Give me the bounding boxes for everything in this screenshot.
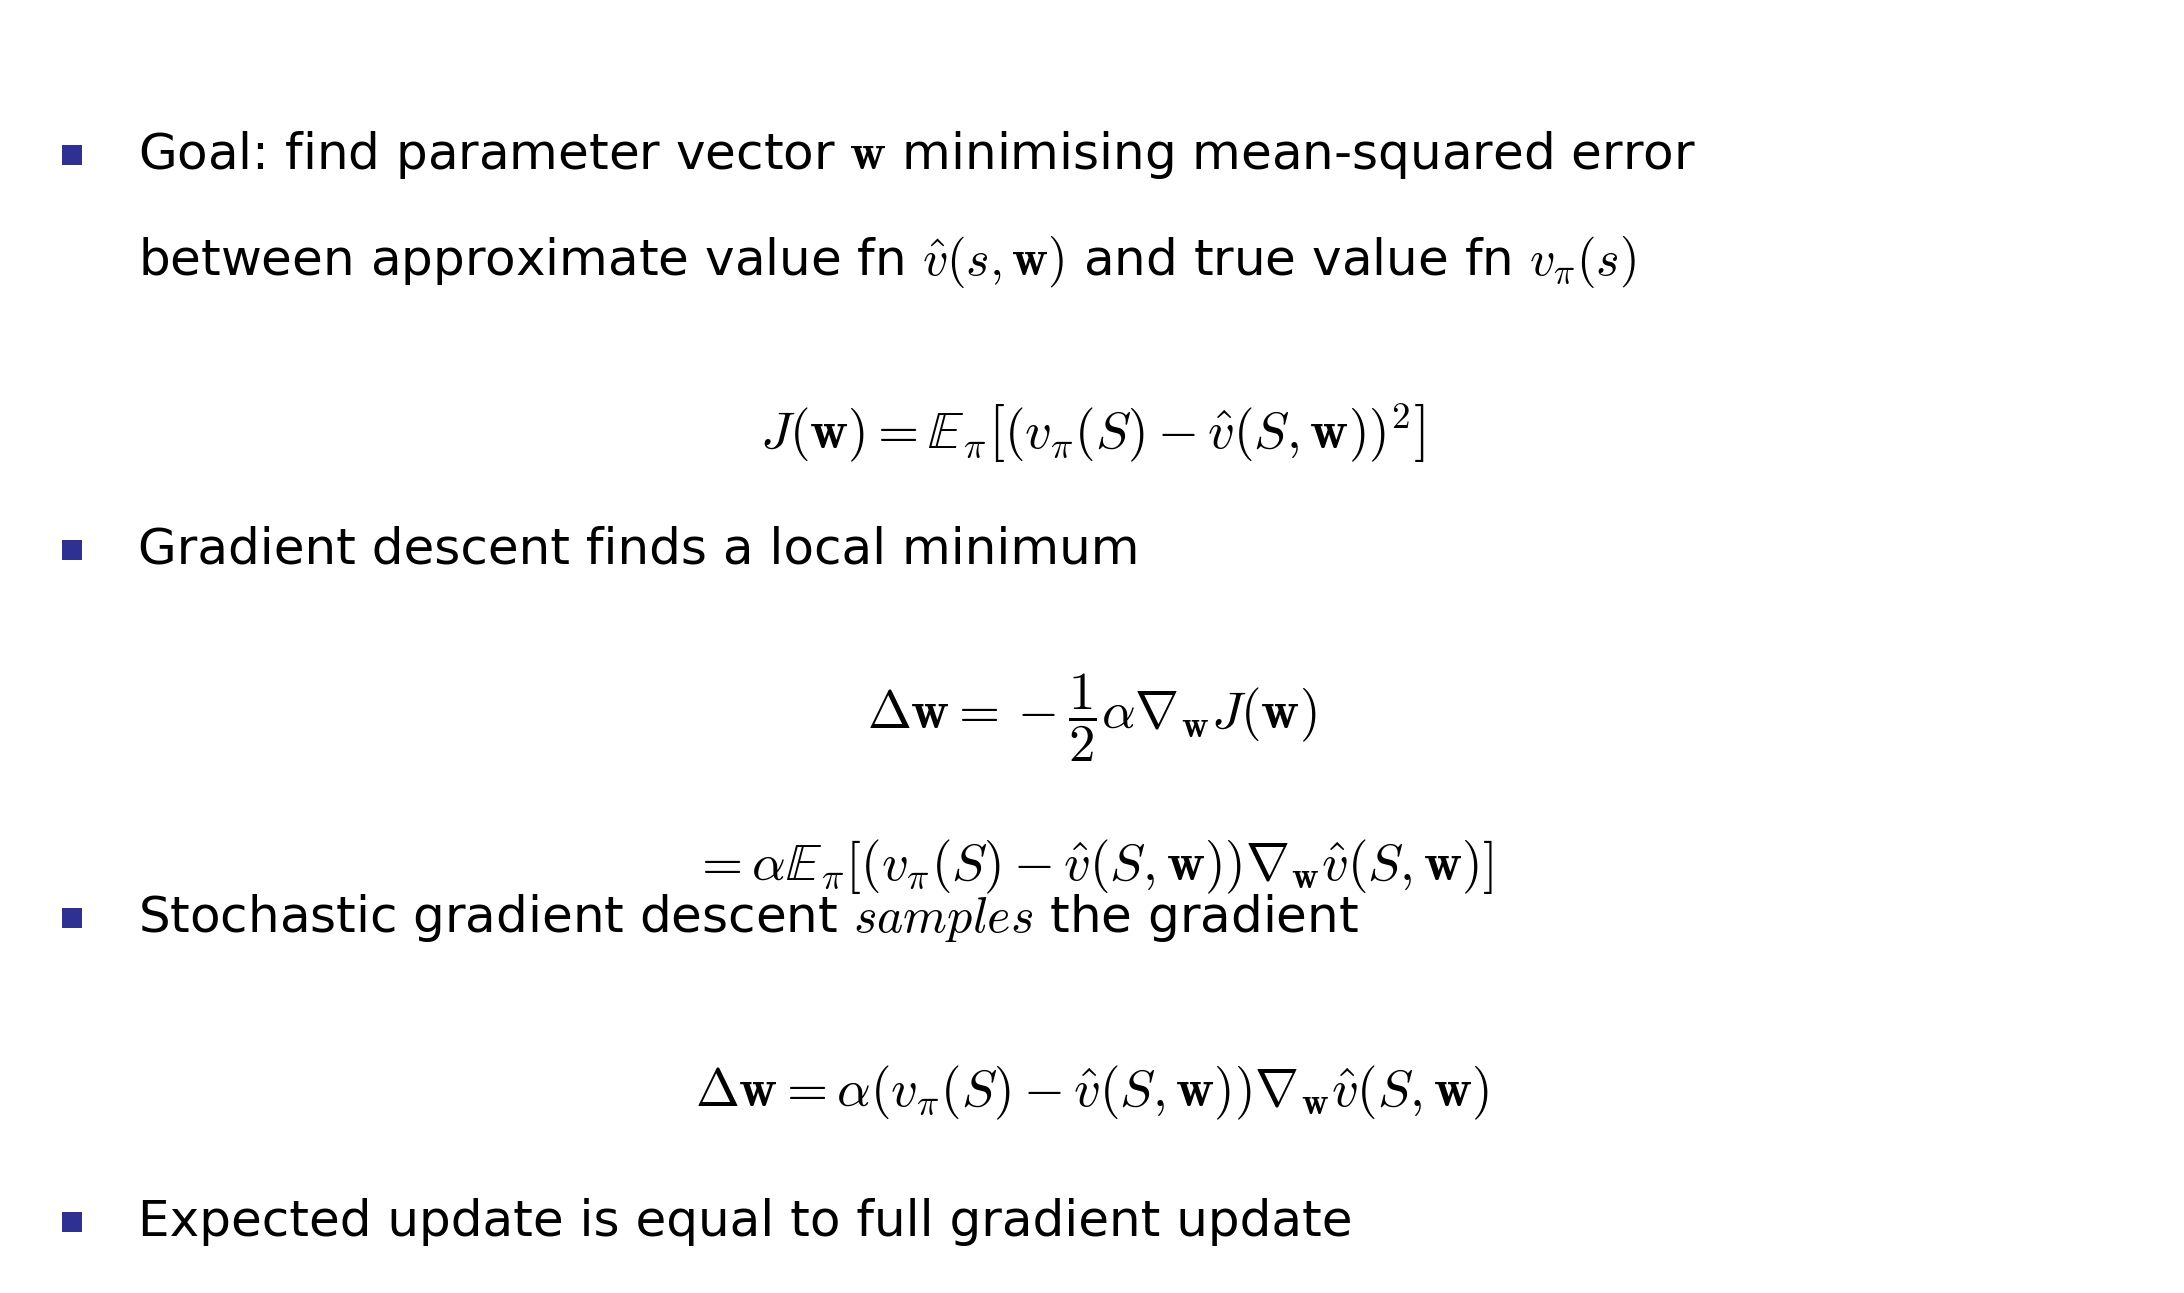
Text: $= \alpha\mathbb{E}_{\pi}\left[(v_{\pi}(S) - \hat{v}(S, \mathbf{w}))\nabla_{\mat: $= \alpha\mathbb{E}_{\pi}\left[(v_{\pi}(… — [692, 837, 1492, 896]
Text: $\Delta\mathbf{w} = \alpha(v_{\pi}(S) - \hat{v}(S, \mathbf{w}))\nabla_{\mathbf{w: $\Delta\mathbf{w} = \alpha(v_{\pi}(S) - … — [695, 1064, 1489, 1121]
Text: Goal: find parameter vector $\mathbf{w}$ minimising mean-squared error: Goal: find parameter vector $\mathbf{w}$… — [138, 129, 1695, 181]
Text: $\Delta\mathbf{w} = -\dfrac{1}{2}\alpha\nabla_{\mathbf{w}}J(\mathbf{w})$: $\Delta\mathbf{w} = -\dfrac{1}{2}\alpha\… — [867, 671, 1317, 764]
Text: Stochastic gradient descent $\mathit{samples}$ the gradient: Stochastic gradient descent $\mathit{sam… — [138, 892, 1358, 944]
Text: $J(\mathbf{w}) = \mathbb{E}_{\pi}\left[(v_{\pi}(S) - \hat{v}(S, \mathbf{w}))^2\r: $J(\mathbf{w}) = \mathbb{E}_{\pi}\left[(… — [760, 401, 1424, 465]
Text: Gradient descent finds a local minimum: Gradient descent finds a local minimum — [138, 525, 1140, 574]
Text: Expected update is equal to full gradient update: Expected update is equal to full gradien… — [138, 1197, 1352, 1246]
Text: between approximate value fn $\hat{v}(s, \mathbf{w})$ and true value fn $v_{\pi}: between approximate value fn $\hat{v}(s,… — [138, 234, 1636, 291]
